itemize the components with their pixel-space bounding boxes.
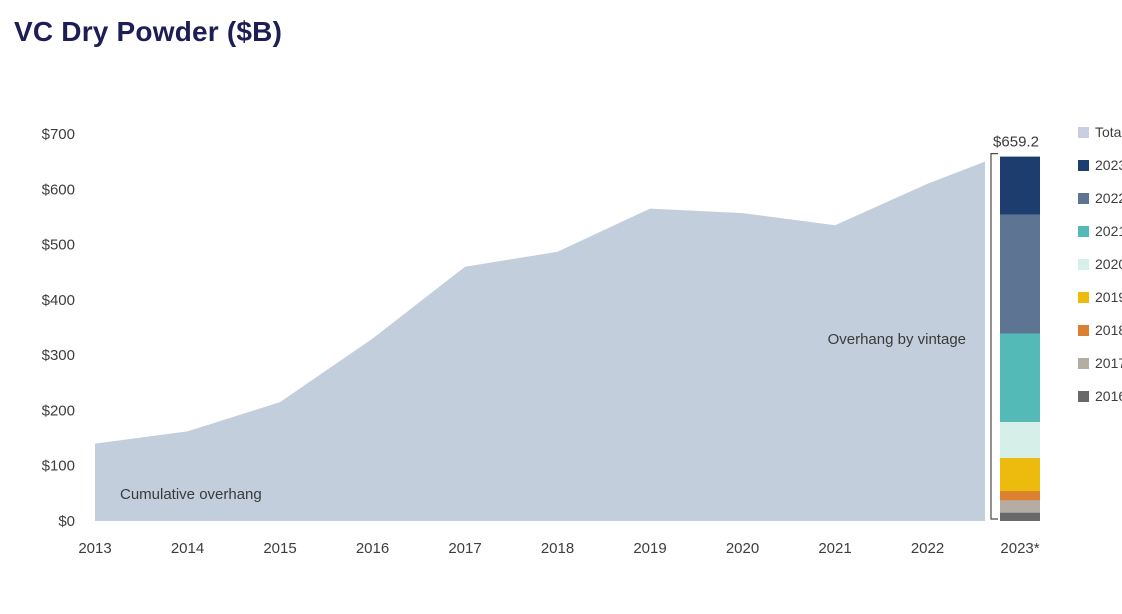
legend-label: 2020 <box>1095 256 1122 272</box>
vintage-bracket <box>990 153 998 520</box>
bar-segment-2019 <box>1000 457 1040 492</box>
legend-label: 2018 <box>1095 322 1122 338</box>
legend-label: 2022 <box>1095 190 1122 206</box>
legend-label: 2016 <box>1095 388 1122 404</box>
cumulative-overhang-area <box>95 161 985 521</box>
bar-total-label: $659.2 <box>993 134 1039 151</box>
x-tick-label: 2020 <box>726 540 759 557</box>
x-tick-label: 2017 <box>448 540 481 557</box>
x-tick-label: 2016 <box>356 540 389 557</box>
legend-swatch-2022 <box>1078 192 1089 204</box>
x-tick-label: 2021 <box>818 540 851 557</box>
legend-label: 2023 <box>1095 157 1122 173</box>
x-tick-label: 2023* <box>1000 540 1039 557</box>
legend-item-2018: 2018 <box>1078 320 1122 340</box>
y-tick-label: $700 <box>42 126 75 143</box>
legend-swatch-total <box>1078 126 1089 138</box>
bar-segment-2017 <box>1000 500 1040 513</box>
legend-item-total: Total <box>1078 122 1122 142</box>
y-tick-label: $500 <box>42 237 75 254</box>
y-tick-label: $0 <box>58 513 75 530</box>
bar-segment-2016 <box>1000 512 1040 521</box>
bar-segment-2023 <box>1000 156 1040 215</box>
x-tick-label: 2019 <box>633 540 666 557</box>
bar-segment-2020 <box>1000 421 1040 458</box>
legend-item-2016: 2016 <box>1078 386 1122 406</box>
y-tick-label: $400 <box>42 292 75 309</box>
x-tick-label: 2013 <box>78 540 111 557</box>
legend-item-2022: 2022 <box>1078 188 1122 208</box>
legend-swatch-2017 <box>1078 357 1089 369</box>
x-tick-label: 2018 <box>541 540 574 557</box>
bar-segment-2018 <box>1000 491 1040 501</box>
legend-item-2017: 2017 <box>1078 353 1122 373</box>
legend-item-2021: 2021 <box>1078 221 1122 241</box>
legend-label: 2021 <box>1095 223 1122 239</box>
y-tick-label: $600 <box>42 181 75 198</box>
legend-label: Total <box>1095 124 1122 140</box>
legend-swatch-2016 <box>1078 390 1089 402</box>
legend-swatch-2023 <box>1078 159 1089 171</box>
y-tick-label: $100 <box>42 458 75 475</box>
x-tick-label: 2014 <box>171 540 204 557</box>
y-tick-label: $200 <box>42 402 75 419</box>
x-tick-label: 2015 <box>263 540 296 557</box>
legend-item-2023: 2023 <box>1078 155 1122 175</box>
bar-segment-2021 <box>1000 333 1040 422</box>
x-tick-label: 2022 <box>911 540 944 557</box>
overhang-by-vintage-label: Overhang by vintage <box>828 331 966 348</box>
bar-segment-2022 <box>1000 214 1040 334</box>
legend-swatch-2020 <box>1078 258 1089 270</box>
legend-item-2019: 2019 <box>1078 287 1122 307</box>
y-tick-label: $300 <box>42 347 75 364</box>
legend-swatch-2018 <box>1078 324 1089 336</box>
page-title: VC Dry Powder ($B) <box>14 16 283 47</box>
legend-swatch-2019 <box>1078 291 1089 303</box>
legend: Total 2023 2022 2021 2020 2019 2018 2017 2016 <box>1078 122 1122 419</box>
legend-label: 2019 <box>1095 289 1122 305</box>
cumulative-overhang-label: Cumulative overhang <box>120 486 262 503</box>
legend-swatch-2021 <box>1078 225 1089 237</box>
legend-item-2020: 2020 <box>1078 254 1122 274</box>
legend-label: 2017 <box>1095 355 1122 371</box>
